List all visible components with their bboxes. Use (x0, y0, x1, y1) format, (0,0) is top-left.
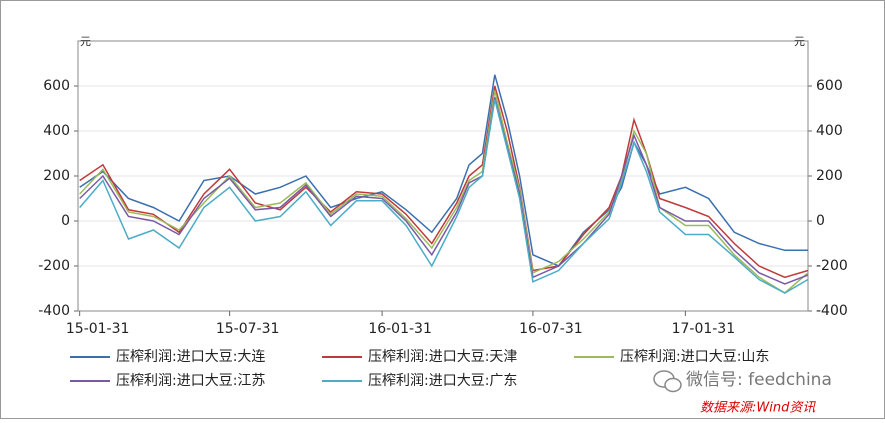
y-tick-label: -200 (38, 258, 70, 274)
legend-label: 压榨利润:进口大豆:广东 (368, 372, 517, 389)
x-tick-label: 16-01-31 (368, 321, 432, 337)
y2-tick-label: 400 (816, 123, 843, 139)
legend-label: 压榨利润:进口大豆:大连 (116, 348, 265, 365)
y2-tick-label: 200 (816, 168, 843, 184)
y2-tick-label: -400 (816, 303, 848, 319)
series-line (79, 85, 809, 279)
x-tick-label: 17-01-31 (672, 321, 736, 337)
y-tick-label: 200 (43, 168, 70, 184)
watermark: 微信号: feedchina (686, 370, 832, 390)
x-tick-label: 15-01-31 (66, 321, 130, 337)
y2-tick-label: -200 (816, 258, 848, 274)
legend-label: 压榨利润:进口大豆:天津 (368, 348, 517, 365)
y-tick-label: 400 (43, 123, 70, 139)
y2-tick-label: 600 (816, 78, 843, 94)
source: 数据来源:Wind资讯 (700, 401, 816, 416)
legend-label: 压榨利润:进口大豆:江苏 (116, 372, 265, 389)
wechat-icon (653, 370, 682, 393)
y-tick-label: -400 (38, 303, 70, 319)
x-tick-label: 15-07-31 (216, 321, 280, 337)
y2-tick-label: 0 (816, 213, 825, 229)
x-tick-label: 16-07-31 (519, 321, 583, 337)
y-tick-label: 600 (43, 78, 70, 94)
series-line (79, 99, 809, 294)
plot-border (77, 40, 809, 312)
y-tick-label: 0 (61, 213, 70, 229)
legend-label: 压榨利润:进口大豆:山东 (620, 348, 769, 365)
